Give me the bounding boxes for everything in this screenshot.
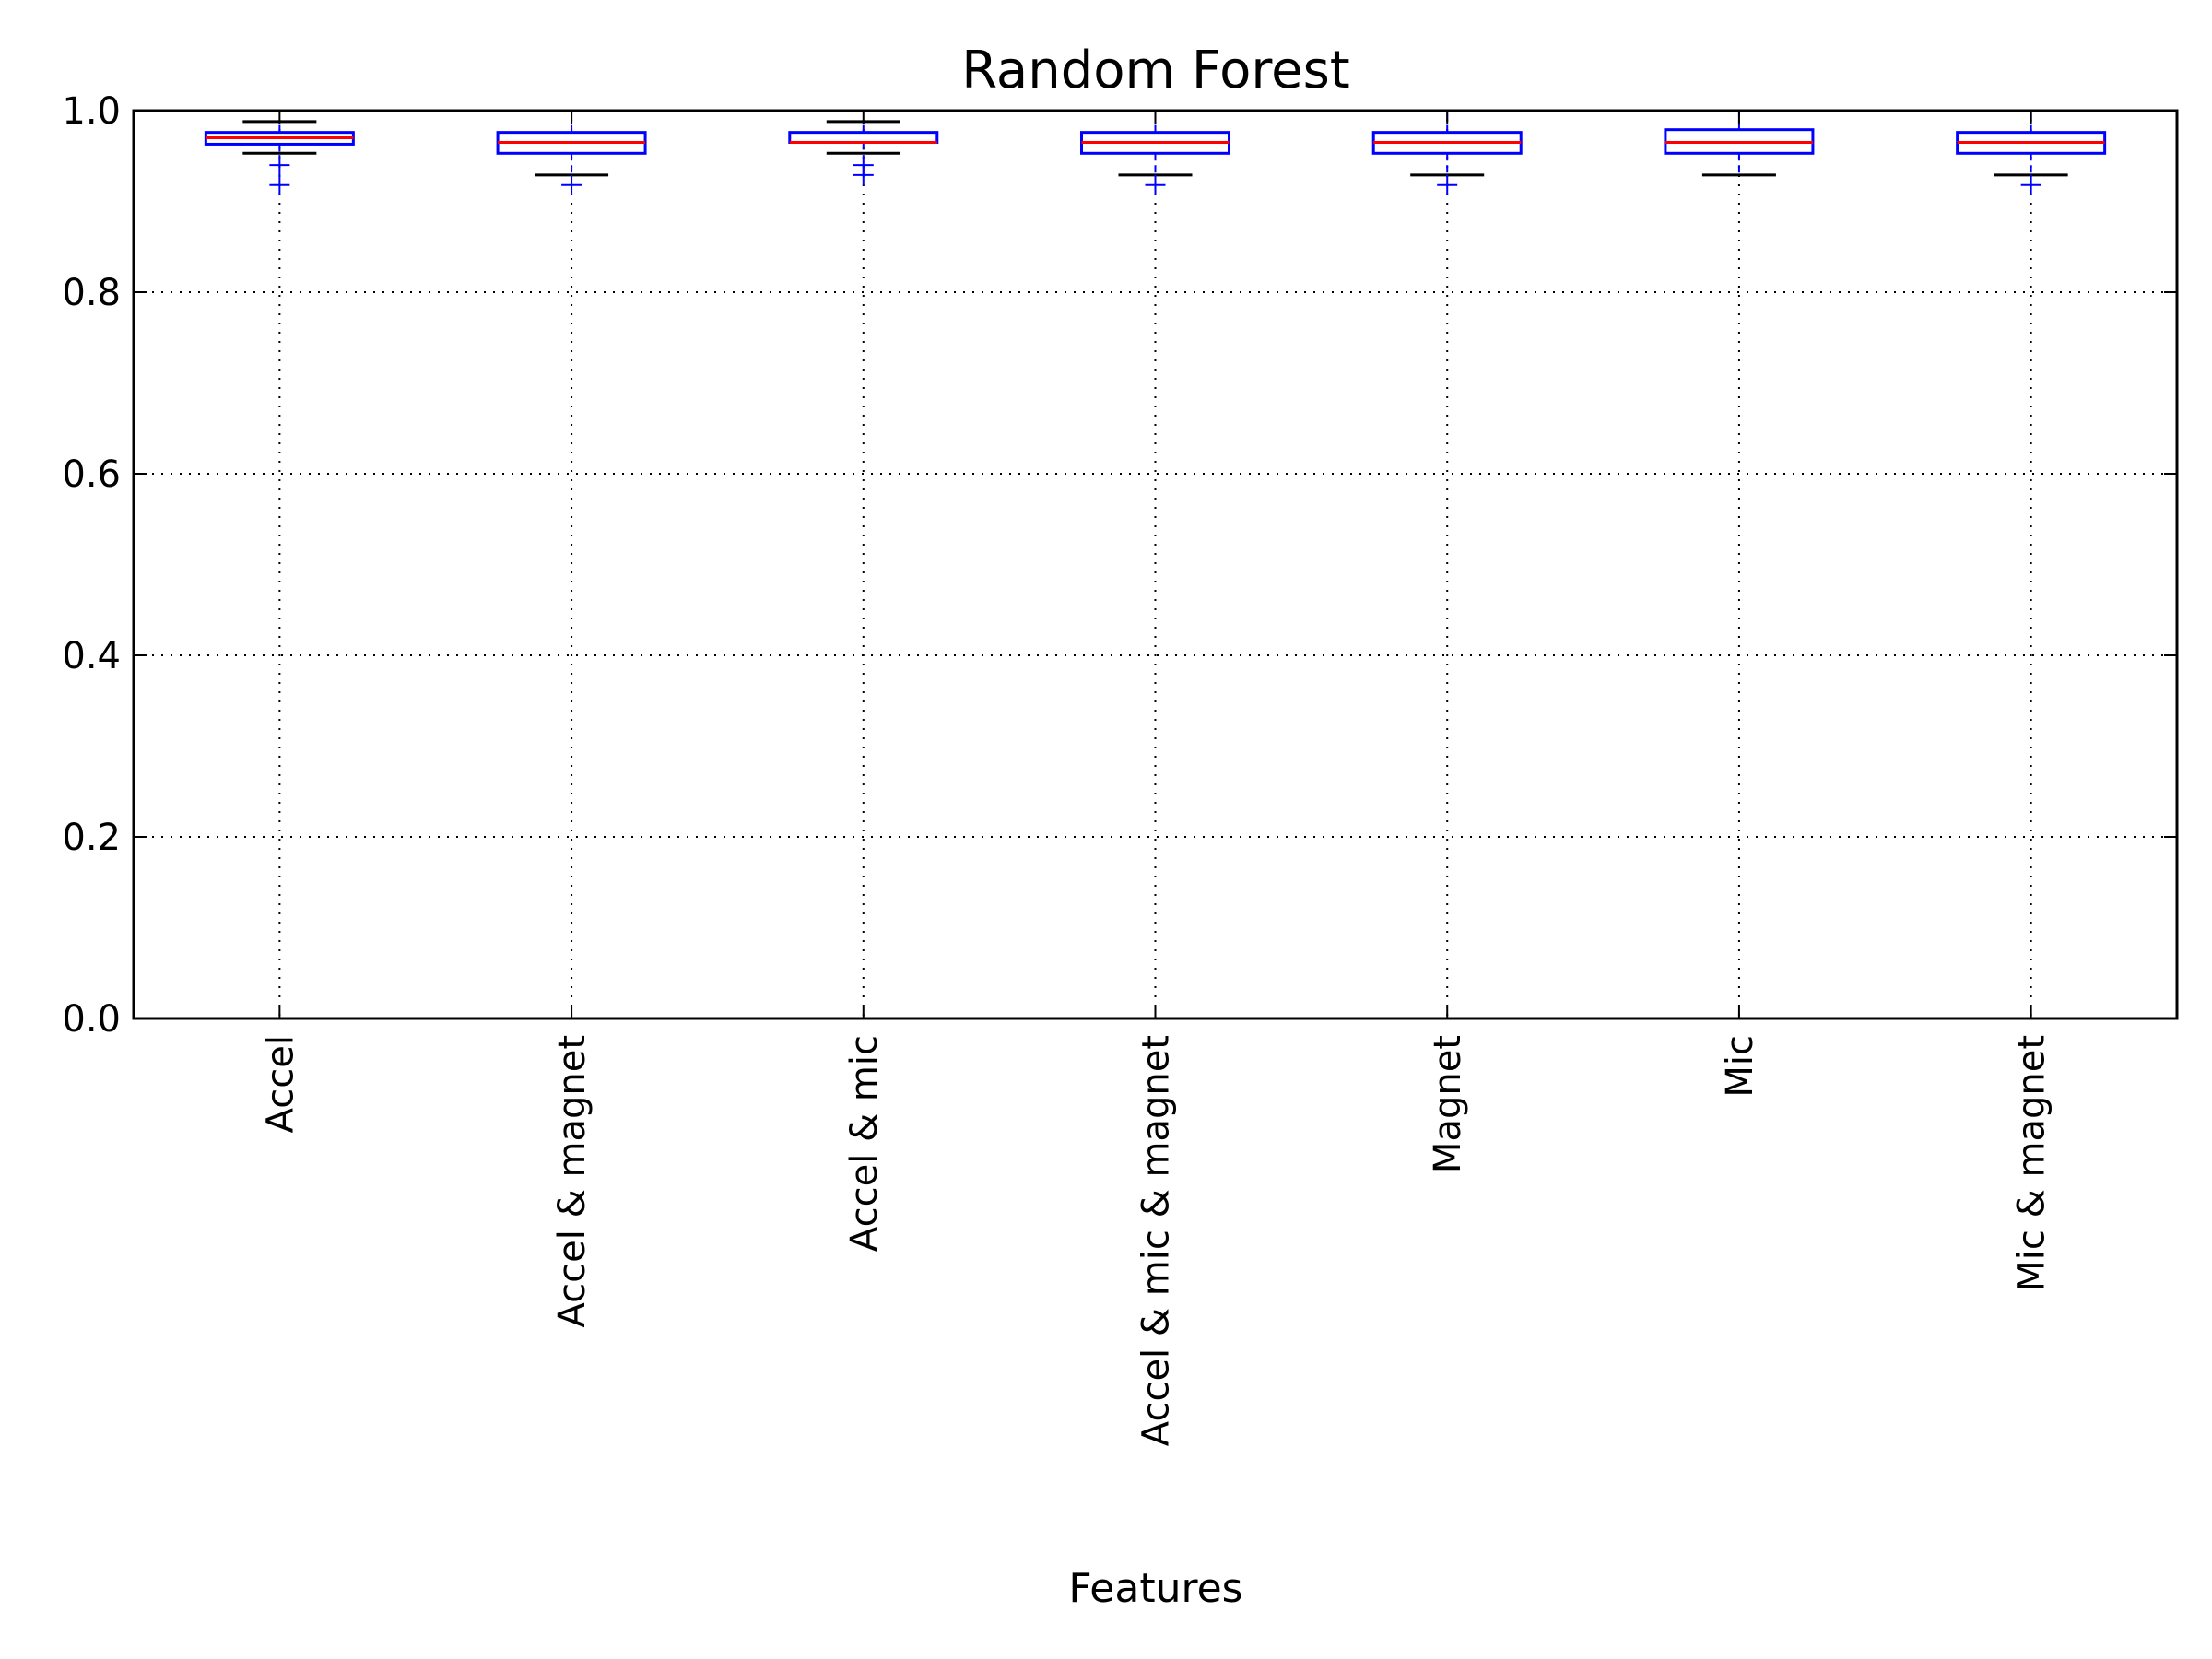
outlier-point	[269, 174, 290, 195]
x-tick-label: Accel & magnet	[551, 1035, 594, 1328]
y-tick-label: 0.2	[62, 817, 121, 859]
x-tick-label: Accel	[259, 1035, 301, 1133]
box-plot	[1080, 109, 1230, 195]
box-plot-group	[204, 109, 2107, 195]
y-tick-label: 0.6	[62, 453, 121, 496]
box-plot	[204, 120, 355, 195]
box-plot	[1956, 109, 2107, 195]
x-tick-label: Mic	[1719, 1035, 1761, 1098]
chart-title: Random Forest	[961, 41, 1350, 100]
x-tick-label: Accel & mic	[843, 1035, 886, 1252]
x-tick-label: Accel & mic & magnet	[1135, 1035, 1178, 1446]
box-iqr	[788, 131, 939, 144]
outlier-point	[269, 155, 290, 176]
outlier-point	[561, 174, 582, 195]
x-tick-label: Magnet	[1427, 1035, 1469, 1173]
grid-lines	[134, 111, 2177, 1018]
y-tick-label: 0.8	[62, 272, 121, 314]
outlier-point	[1437, 174, 1458, 195]
x-tick-label: Mic & magnet	[2011, 1035, 2053, 1292]
y-tick-label: 0.4	[62, 635, 121, 677]
box-plot	[496, 109, 647, 195]
outlier-point	[853, 164, 874, 185]
box-plot	[788, 120, 939, 185]
y-tick-label: 1.0	[62, 90, 121, 133]
x-axis: Accel Accel & magnet Accel & mic Accel & mi…	[259, 111, 2053, 1446]
y-tick-label: 0.0	[62, 998, 121, 1041]
box-plot	[1371, 109, 1523, 195]
box-plot	[1664, 109, 1815, 177]
y-axis: 0.0 0.2 0.4 0.6 0.8 1.0	[62, 90, 2177, 1041]
plot-area-frame	[132, 109, 2179, 1020]
outlier-point	[1145, 174, 1166, 195]
x-axis-label: Features	[1068, 1565, 1242, 1612]
outlier-point	[2020, 174, 2041, 195]
